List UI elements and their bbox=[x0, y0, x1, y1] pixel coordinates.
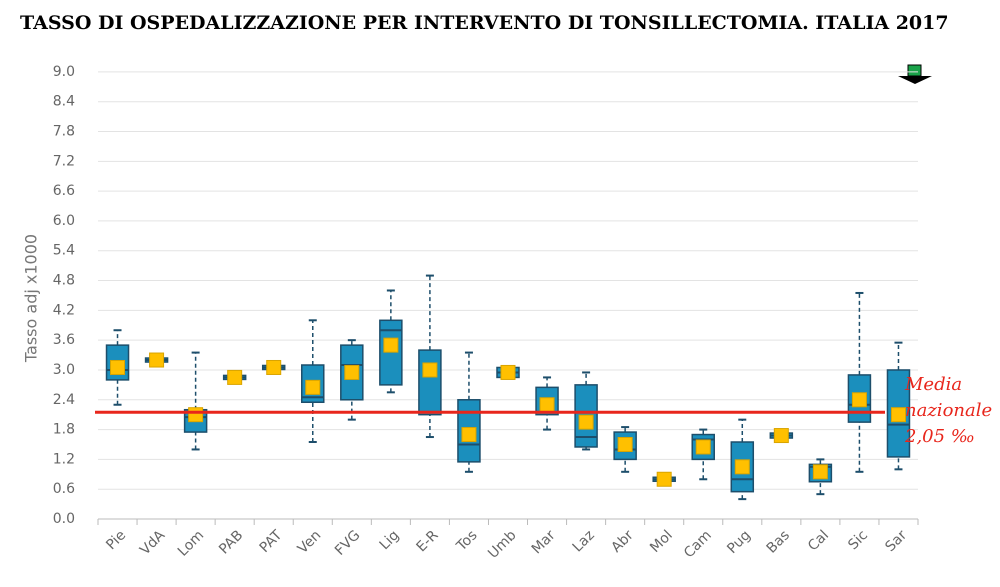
x-tick-label: Abr bbox=[608, 527, 637, 556]
x-tick-label: Laz bbox=[570, 527, 598, 555]
x-tick-label: Cal bbox=[805, 527, 832, 554]
x-tick-label: PAB bbox=[216, 527, 246, 557]
mean-marker bbox=[500, 364, 516, 380]
x-tick-label: Pug bbox=[724, 527, 754, 557]
menu-icon[interactable] bbox=[898, 64, 932, 84]
y-tick-label: 4.2 bbox=[53, 302, 75, 318]
y-tick-label: 7.2 bbox=[53, 153, 75, 169]
mean-marker bbox=[266, 359, 282, 375]
mean-marker bbox=[734, 459, 750, 475]
mean-marker bbox=[344, 364, 360, 380]
y-tick-label: 9.0 bbox=[53, 64, 75, 80]
y-tick-label: 8.4 bbox=[53, 94, 75, 110]
y-tick-label: 6.6 bbox=[53, 183, 75, 199]
mean-marker bbox=[188, 407, 204, 423]
x-tick-label: Lom bbox=[175, 527, 207, 559]
x-tick-label: Mol bbox=[647, 527, 676, 556]
y-axis-label: Tasso adj x1000 bbox=[22, 234, 41, 363]
y-tick-label: 3.0 bbox=[53, 362, 75, 378]
mean-marker bbox=[656, 471, 672, 487]
mean-marker bbox=[539, 397, 555, 413]
x-tick-label: PAT bbox=[257, 527, 286, 556]
x-tick-label: Lig bbox=[377, 527, 403, 553]
box bbox=[418, 349, 442, 416]
y-tick-label: 6.0 bbox=[53, 213, 75, 229]
mean-marker bbox=[890, 407, 906, 423]
mean-marker bbox=[851, 392, 867, 408]
reference-annotation: Media bbox=[904, 374, 962, 395]
x-tick-label: E-R bbox=[414, 527, 442, 555]
mean-marker bbox=[383, 337, 399, 353]
reference-annotation: 2,05 ‰ bbox=[904, 426, 975, 447]
x-tick-label: Bas bbox=[764, 527, 793, 556]
y-tick-label: 0.6 bbox=[53, 481, 75, 497]
y-tick-label: 5.4 bbox=[53, 243, 75, 259]
x-tick-label: Ven bbox=[295, 527, 325, 557]
x-tick-label: Pie bbox=[103, 527, 129, 553]
mean-marker bbox=[578, 414, 594, 430]
x-tick-label: Sic bbox=[845, 527, 871, 553]
x-tick-label: VdA bbox=[137, 527, 168, 558]
mean-marker bbox=[695, 439, 711, 455]
mean-marker bbox=[110, 359, 126, 375]
mean-marker bbox=[812, 464, 828, 480]
x-tick-label: Sar bbox=[882, 527, 910, 555]
x-tick-label: FVG bbox=[332, 527, 363, 558]
chart-title: TASSO DI OSPEDALIZZAZIONE PER INTERVENTO… bbox=[20, 12, 949, 34]
mean-marker bbox=[305, 379, 321, 395]
mean-marker bbox=[227, 369, 243, 385]
x-tick-label: Cam bbox=[681, 527, 715, 561]
x-tick-label: Tos bbox=[453, 527, 481, 555]
x-tick-label: Mar bbox=[529, 527, 559, 557]
x-tick-label: Umb bbox=[485, 527, 520, 562]
y-tick-label: 0.0 bbox=[53, 511, 75, 527]
reference-annotation: nazionale bbox=[905, 400, 992, 421]
mean-marker bbox=[617, 436, 633, 452]
y-tick-label: 1.8 bbox=[53, 422, 75, 438]
y-tick-label: 4.8 bbox=[53, 273, 75, 289]
y-tick-label: 3.6 bbox=[53, 332, 75, 348]
mean-marker bbox=[422, 362, 438, 378]
mean-marker bbox=[773, 428, 789, 444]
y-tick-label: 2.4 bbox=[53, 392, 75, 408]
y-tick-label: 1.2 bbox=[53, 451, 75, 467]
mean-marker bbox=[461, 427, 477, 443]
mean-marker bbox=[149, 352, 165, 368]
y-tick-label: 7.8 bbox=[53, 124, 75, 140]
